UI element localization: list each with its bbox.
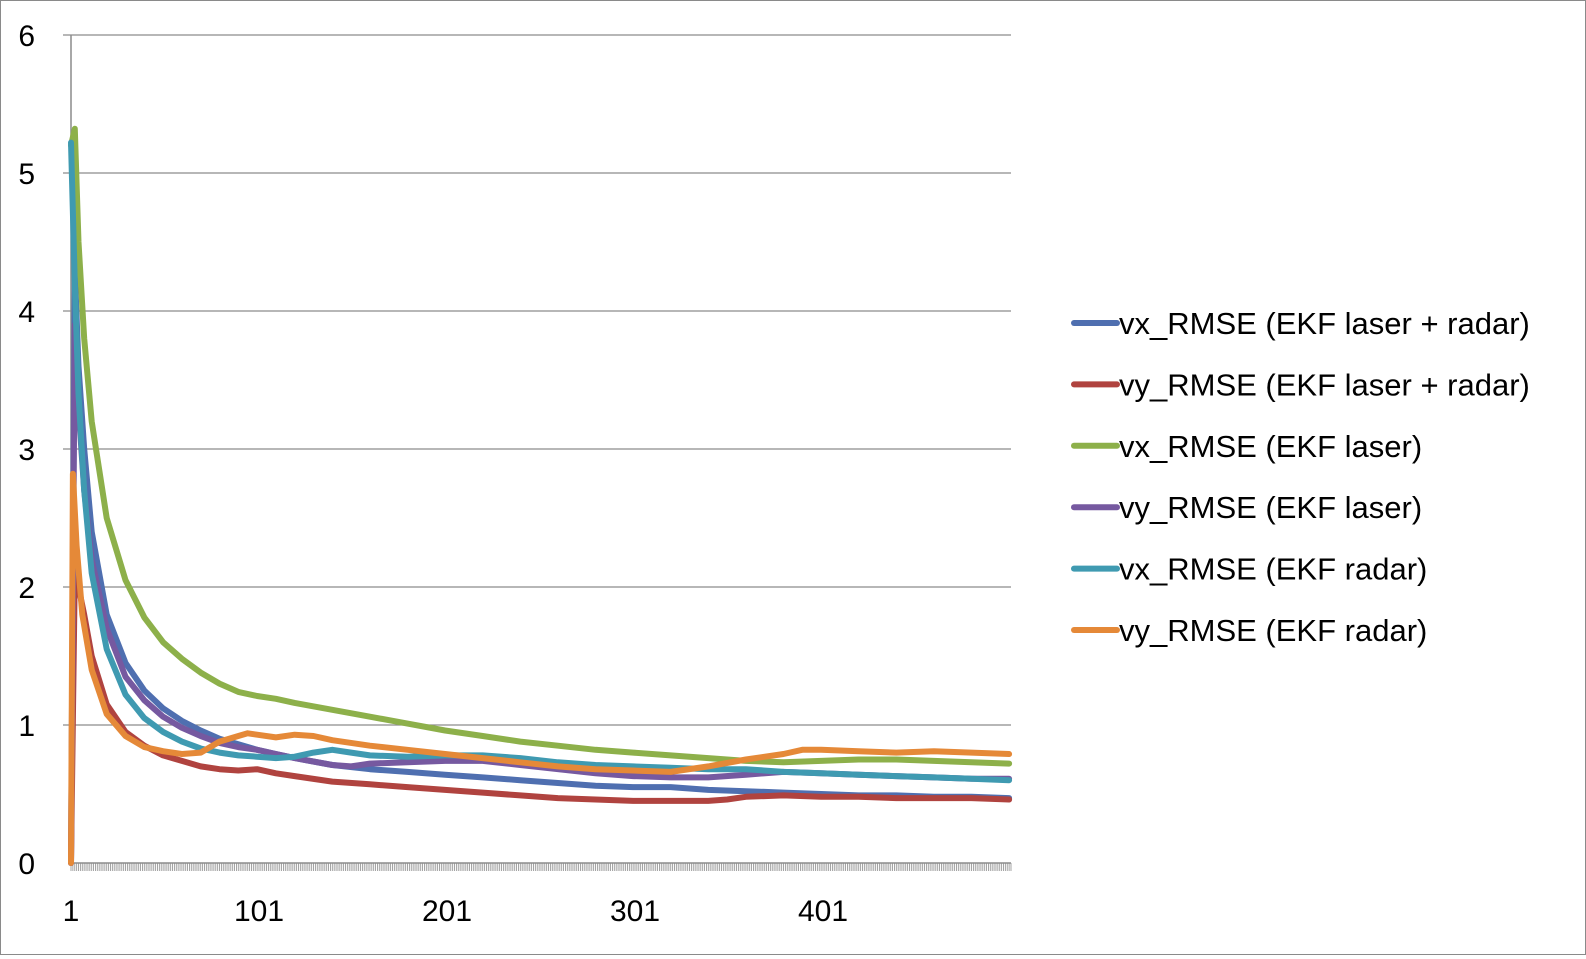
y-tick-label: 3 [18, 434, 35, 467]
series-lines [68, 125, 1013, 866]
y-axis-tick-labels: 0 1 2 3 4 5 6 [18, 20, 35, 881]
x-tick-label: 301 [610, 895, 660, 928]
y-tick-label: 5 [18, 158, 35, 191]
legend-item: vy_RMSE (EKF laser + radar) [1071, 367, 1530, 402]
y-tick-label: 6 [18, 20, 35, 53]
x-tick-label: 401 [798, 895, 848, 928]
x-axis-tick-labels: 1 101 201 301 401 [63, 895, 848, 928]
y-tick-label: 0 [18, 848, 35, 881]
legend-label: vx_RMSE (EKF laser + radar) [1119, 306, 1530, 341]
series-line-6 [68, 470, 1013, 866]
y-tick-label: 1 [18, 710, 35, 743]
y-tick-label: 2 [18, 572, 35, 605]
legend-label: vy_RMSE (EKF laser) [1119, 490, 1422, 525]
y-tick-label: 4 [18, 296, 35, 329]
legend-label: vx_RMSE (EKF laser) [1119, 429, 1422, 464]
x-tick-label: 201 [422, 895, 472, 928]
legend-label: vx_RMSE (EKF radar) [1119, 552, 1427, 587]
legend-item: vx_RMSE (EKF laser) [1071, 429, 1422, 464]
legend-item: vx_RMSE (EKF radar) [1071, 552, 1427, 587]
series-line-5 [68, 139, 1013, 784]
gridlines [63, 34, 1011, 726]
x-tick-label: 1 [63, 895, 80, 928]
x-tick-label: 101 [234, 895, 284, 928]
x-axis-minor-ticks [70, 863, 1012, 871]
series-line-2 [68, 570, 1013, 866]
series-line-3 [68, 125, 1013, 767]
legend-item: vy_RMSE (EKF laser) [1071, 490, 1422, 525]
legend-item: vy_RMSE (EKF radar) [1071, 613, 1427, 648]
legend-label: vy_RMSE (EKF laser + radar) [1119, 367, 1530, 402]
legend-label: vy_RMSE (EKF radar) [1119, 613, 1427, 648]
legend-item: vx_RMSE (EKF laser + radar) [1071, 306, 1530, 341]
legend: vx_RMSE (EKF laser + radar) vy_RMSE (EKF … [1071, 306, 1530, 648]
